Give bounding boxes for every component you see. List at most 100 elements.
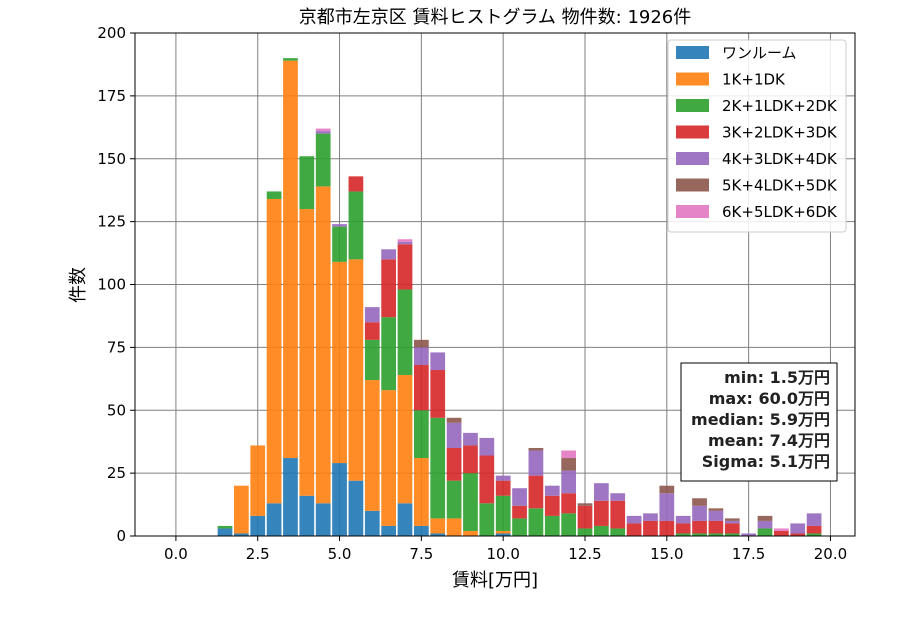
bar-segment-series-0 (315, 503, 331, 536)
bar-segment-series-3 (446, 447, 462, 481)
bar-segment-series-3 (626, 523, 642, 536)
bar-segment-series-4 (675, 515, 691, 524)
bar-segment-series-4 (528, 450, 544, 476)
bar-segment-series-1 (332, 261, 347, 464)
stats-line: max: 60.0万円 (709, 389, 830, 408)
bar-segment-series-4 (610, 493, 626, 501)
bar-segment-series-0 (414, 525, 429, 536)
bar-segment-series-1 (381, 390, 396, 526)
stats-line: mean: 7.4万円 (708, 431, 830, 450)
bar-segment-series-2 (806, 533, 822, 536)
bar-segment-series-6 (774, 528, 789, 531)
bar-segment-series-6 (315, 128, 331, 132)
bar-segment-series-2 (610, 528, 626, 536)
bar-segment-series-2 (299, 156, 315, 210)
bar-segment-series-0 (397, 503, 413, 536)
bar-segment-series-5 (692, 498, 707, 506)
legend-swatch (676, 46, 709, 59)
bar-segment-series-4 (643, 513, 658, 521)
legend-label: 3K+2LDK+3DK (722, 124, 838, 142)
bar-segment-series-5 (659, 485, 675, 494)
bar-segment-series-2 (397, 289, 413, 376)
stats-line: median: 5.9万円 (691, 410, 830, 429)
bar-segment-series-4 (495, 475, 511, 481)
bar-segment-series-2 (479, 503, 495, 536)
bar-segment-series-4 (790, 523, 806, 534)
bar-segment-series-4 (430, 352, 446, 371)
bar-segment-series-3 (414, 364, 429, 411)
bar-segment-series-4 (724, 520, 740, 524)
bar-segment-series-2 (675, 533, 691, 536)
y-tick-label: 100 (97, 276, 126, 294)
bar-segment-series-3 (348, 176, 364, 192)
bar-segment-series-2 (414, 410, 429, 459)
bar-segment-series-1 (283, 60, 298, 459)
bar-segment-series-4 (757, 520, 773, 529)
bar-segment-series-2 (315, 133, 331, 187)
bar-segment-series-0 (266, 503, 282, 536)
bar-segment-series-4 (708, 510, 724, 521)
x-tick-label: 20.0 (814, 545, 847, 563)
bar-segment-series-3 (397, 244, 413, 290)
axis-ticks: 0.0 2.5 5.0 7.5 10.0 12.5 15.0 17.5 20.0 0 25 50 75 1… (97, 24, 847, 563)
bar-segment-series-0 (332, 463, 347, 536)
bar-segment-series-3 (594, 500, 609, 526)
bar-segment-series-4 (692, 505, 707, 521)
bar-segment-series-0 (381, 525, 396, 536)
bar-segment-series-4 (364, 307, 380, 323)
bar-segment-series-1 (446, 518, 462, 536)
bar-segment-series-2 (446, 480, 462, 519)
bar-segment-series-2 (495, 495, 511, 531)
bar-segment-series-4 (446, 422, 462, 448)
bar-segment-series-3 (463, 445, 478, 474)
y-tick-label: 25 (107, 464, 126, 482)
legend-box (667, 39, 847, 233)
bar-segment-series-5 (446, 417, 462, 423)
bar-segment-series-2 (757, 528, 773, 536)
bar-segment-series-3 (675, 523, 691, 534)
bar-segment-series-0 (217, 528, 233, 536)
stats-box: min: 1.5万円 max: 60.0万円 median: 5.9万円 mean: … (680, 362, 838, 482)
bar-segment-series-0 (495, 533, 511, 536)
bar-segment-series-1 (234, 485, 249, 534)
bar-segment-series-2 (430, 417, 446, 519)
legend-swatch (676, 205, 709, 218)
bar-segment-series-4 (332, 224, 347, 227)
bar-segment-series-1 (430, 518, 446, 534)
bar-segment-series-1 (299, 209, 315, 496)
y-tick-label: 75 (107, 338, 126, 356)
legend-label: 4K+3LDK+4DK (722, 150, 838, 168)
x-tick-label: 12.5 (568, 545, 601, 563)
bar-segment-series-3 (806, 525, 822, 534)
y-tick-label: 125 (97, 213, 126, 231)
x-tick-label: 5.0 (328, 545, 352, 563)
bar-segment-series-1 (463, 530, 478, 536)
bar-segment-series-1 (250, 445, 266, 516)
bar-segment-series-2 (692, 533, 707, 536)
bar-segment-series-1 (495, 530, 511, 534)
legend-label: ワンルーム (722, 44, 797, 62)
x-tick-label: 7.5 (409, 545, 433, 563)
bar-segment-series-5 (708, 508, 724, 511)
bar-segment-series-4 (806, 513, 822, 526)
bar-segment-series-4 (659, 493, 675, 521)
bar-segment-series-4 (626, 515, 642, 524)
x-tick-label: 15.0 (650, 545, 683, 563)
legend-label: 1K+1DK (722, 71, 786, 89)
bar-segment-series-2 (283, 58, 298, 61)
bar-segment-series-2 (594, 525, 609, 536)
bar-segment-series-4 (512, 488, 527, 506)
bar-segment-series-3 (479, 455, 495, 504)
bar-segment-series-5 (724, 518, 740, 521)
x-tick-label: 0.0 (164, 545, 188, 563)
bar-segment-series-2 (724, 533, 740, 536)
bar-segment-series-4 (741, 533, 756, 536)
bar-segment-series-4 (381, 249, 396, 260)
bar-segment-series-5 (757, 515, 773, 521)
bar-segment-series-4 (479, 437, 495, 456)
bar-segment-series-1 (348, 259, 364, 481)
bar-segment-series-4 (315, 131, 331, 134)
stats-line: min: 1.5万円 (724, 368, 830, 387)
